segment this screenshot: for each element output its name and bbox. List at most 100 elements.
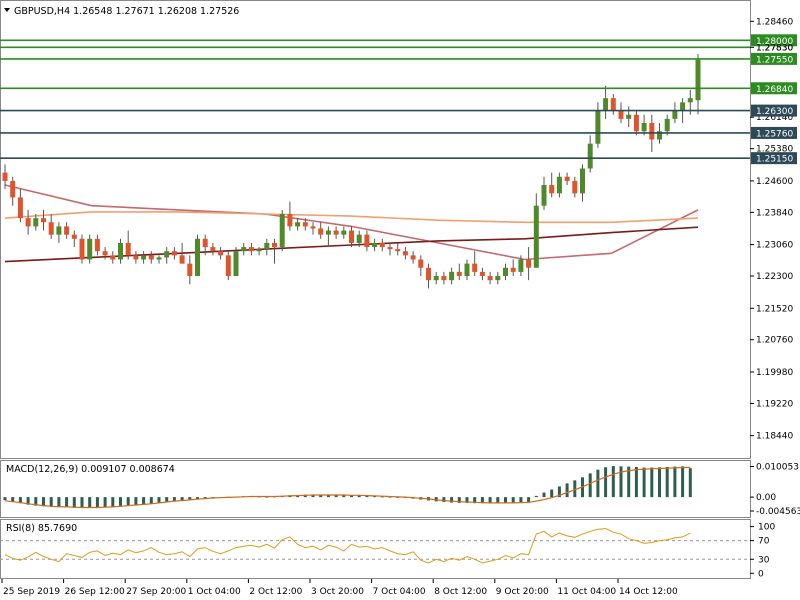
macd-histogram-bar (588, 473, 592, 498)
macd-histogram-bar (357, 495, 361, 498)
macd-histogram-bar (457, 497, 461, 503)
candle (433, 276, 439, 281)
macd-histogram-bar (473, 497, 477, 504)
candle (248, 247, 254, 252)
candle (287, 213, 293, 227)
level-price-label: 1.25150 (756, 155, 793, 165)
macd-histogram-bar (488, 497, 492, 504)
candle (426, 267, 431, 281)
macd-histogram-bar (88, 497, 92, 509)
candle (518, 259, 524, 272)
candle (118, 242, 123, 260)
candle (71, 234, 77, 239)
macd-signal-line (4, 466, 691, 509)
candle (526, 259, 532, 268)
level-price-tag (751, 126, 797, 139)
candle (664, 118, 670, 132)
macd-histogram-bar (311, 494, 315, 498)
macd-histogram-bar (650, 467, 654, 498)
candle (179, 255, 185, 264)
macd-histogram-bar (103, 497, 107, 508)
candle (418, 259, 424, 268)
candle (133, 255, 139, 260)
candle (495, 276, 501, 281)
macd-histogram-bar (126, 497, 130, 506)
macd-histogram-bar (519, 497, 523, 503)
macd-histogram-bar (480, 497, 484, 504)
macd-y-tick-label: -0.004563 (756, 507, 800, 517)
candle (657, 131, 662, 140)
macd-histogram-bar (34, 497, 38, 506)
candle (572, 180, 578, 194)
macd-y-tick-label: 0.00 (756, 493, 776, 503)
candle (341, 230, 347, 235)
price-y-tick-label: 1.21520 (756, 304, 793, 314)
macd-histogram-bar (65, 497, 69, 508)
candle (680, 102, 686, 111)
price-y-tick-label: 1.20760 (756, 336, 793, 346)
candle (256, 249, 262, 252)
macd-histogram-bar (373, 496, 377, 498)
candle (264, 242, 270, 250)
macd-histogram-bar (450, 497, 454, 503)
macd-histogram-bar (619, 466, 623, 498)
candle (56, 226, 62, 235)
macd-histogram-bar (172, 497, 176, 502)
candle (364, 234, 370, 248)
macd-histogram-bar (3, 497, 7, 501)
candle (48, 222, 54, 235)
price-y-tick-label: 1.19980 (756, 368, 793, 378)
candle (549, 185, 555, 194)
candle (626, 114, 632, 119)
time-tick-label: 9 Oct 20:00 (496, 587, 549, 597)
macd-histogram-bar (165, 497, 169, 502)
macd-histogram-bar (49, 497, 53, 507)
macd-histogram-bar (42, 497, 45, 507)
candle (402, 251, 408, 256)
rsi-y-tick-label: 30 (758, 555, 770, 565)
macd-histogram-bar (380, 496, 384, 498)
candle (102, 251, 108, 256)
time-tick-label: 2 Oct 12:00 (249, 587, 302, 597)
candle (618, 110, 624, 119)
macd-histogram-bar (396, 497, 400, 498)
price-y-tick-label: 1.23060 (756, 241, 793, 251)
time-tick-label: 14 Oct 12:00 (619, 587, 678, 597)
macd-histogram-bar (265, 496, 269, 498)
time-axis: 25 Sep 2019 26 Sep 12:00 27 Sep 20:00 1 Oct… (1, 579, 678, 597)
candle (456, 271, 462, 277)
candle (641, 123, 647, 132)
dropdown-triangle-icon[interactable] (4, 8, 10, 12)
level-price-label: 1.26840 (756, 85, 793, 95)
candle (241, 247, 247, 252)
candle (272, 242, 277, 248)
candle (395, 249, 401, 252)
macd-histogram-bar (188, 497, 192, 500)
macd-histogram-bar (350, 495, 353, 498)
candle (87, 238, 93, 260)
candle (210, 247, 216, 252)
time-tick-label: 1 Oct 04:00 (188, 587, 241, 597)
candle (695, 59, 701, 101)
macd-histogram-bar (388, 496, 392, 498)
macd-histogram-bar (665, 466, 669, 498)
price-y-tick-label: 1.23840 (756, 208, 793, 218)
candle (595, 110, 601, 144)
macd-histogram-bar (557, 486, 561, 498)
macd-histogram-bar (142, 497, 146, 505)
candle (325, 230, 331, 235)
candle (164, 251, 170, 258)
macd-histogram-bar (119, 497, 122, 507)
macd-histogram-bar (534, 495, 538, 498)
macd-histogram-bar (550, 489, 554, 498)
candle (295, 222, 301, 227)
candle (580, 168, 585, 194)
price-chart-title: GBPUSD,H4 1.26548 1.27671 1.26208 1.2752… (14, 6, 239, 17)
candle (603, 98, 609, 111)
level-price-label: 1.28000 (756, 37, 793, 47)
macd-histogram-bar (11, 497, 15, 502)
macd-histogram-bar (442, 497, 446, 502)
price-y-tick-label: 1.28460 (756, 17, 793, 27)
macd-histogram-bar (634, 466, 638, 498)
